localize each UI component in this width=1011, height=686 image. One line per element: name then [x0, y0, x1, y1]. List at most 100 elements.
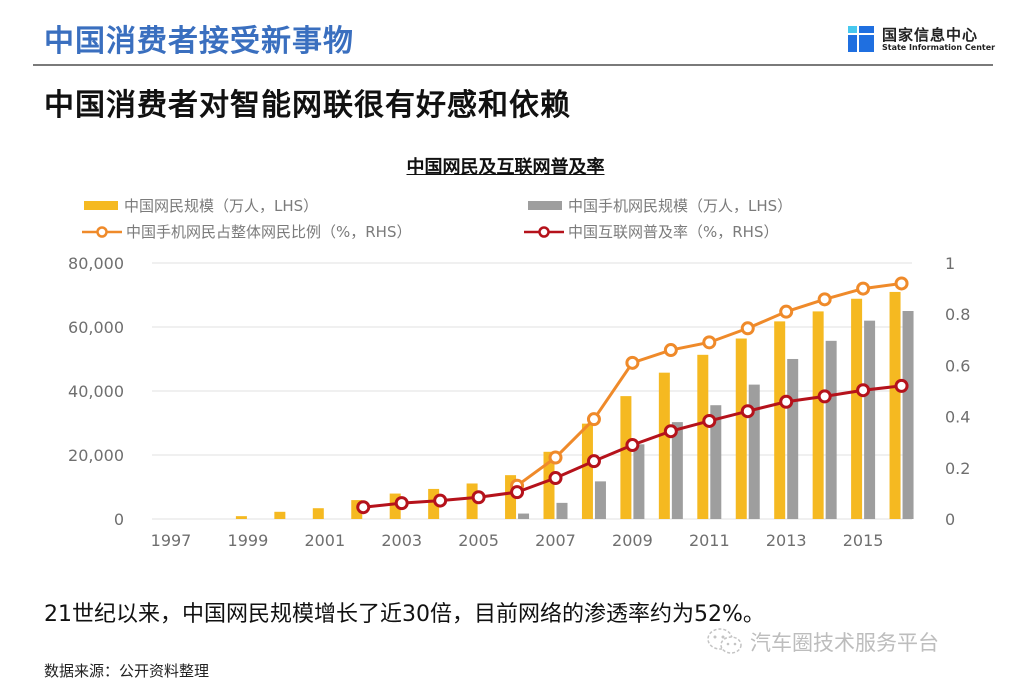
header-divider: [33, 64, 993, 66]
point-penetration: [548, 471, 563, 486]
legend-swatch-red-line: [524, 225, 564, 238]
y-right-tick-label: 0.2: [945, 459, 970, 478]
chart-title: 中国网民及互联网普及率: [406, 157, 605, 178]
bar-mobile-users: [594, 481, 606, 519]
legend-label: 中国网民规模（万人，LHS）: [124, 197, 319, 215]
point-mobile-share: [586, 412, 601, 427]
slide-section-title: 中国消费者接受新事物: [44, 24, 354, 59]
slide-caption: 21世纪以来，中国网民规模增长了近30倍，目前网络的渗透率约为52%。: [44, 602, 765, 627]
logo-english-name: State Information Center: [882, 43, 996, 52]
watermark-text: 汽车圈技术服务平台: [750, 631, 939, 655]
bar-mobile-users: [902, 311, 914, 519]
bar-internet-users: [543, 451, 555, 519]
x-tick-label: 2013: [766, 531, 807, 550]
point-mobile-share: [663, 343, 678, 358]
bar-internet-users: [466, 483, 478, 519]
bar-mobile-users: [748, 384, 760, 519]
bar-internet-users: [774, 321, 786, 519]
point-mobile-share: [817, 292, 832, 307]
x-tick-label: 1999: [228, 531, 269, 550]
x-tick-label: 2007: [535, 531, 576, 550]
x-tick-label: 2001: [304, 531, 345, 550]
bar-mobile-users: [671, 422, 683, 519]
point-penetration: [394, 496, 409, 511]
bar-mobile-users: [787, 358, 799, 519]
bar-mobile-users: [710, 405, 722, 519]
point-penetration: [356, 500, 371, 515]
bar-mobile-users: [518, 513, 530, 519]
sic-logo-icon: [848, 26, 874, 52]
bar-internet-users: [735, 338, 747, 519]
legend-mobile-share: 中国手机网民占整体网民比例（%，RHS）: [82, 221, 411, 242]
wechat-icon: [707, 628, 742, 654]
data-source-note: 数据来源：公开资料整理: [44, 662, 210, 680]
y-left-tick-label: 40,000: [68, 382, 124, 401]
point-penetration: [894, 378, 909, 393]
y-left-tick-label: 0: [114, 510, 124, 529]
point-penetration: [625, 438, 640, 453]
x-tick-label: 2005: [458, 531, 499, 550]
legend-swatch-yellow-bar: [84, 201, 118, 210]
x-tick-label: 2015: [843, 531, 884, 550]
bar-internet-users: [658, 372, 670, 519]
x-tick-label: 2003: [381, 531, 422, 550]
point-penetration: [779, 394, 794, 409]
bar-internet-users: [889, 291, 901, 519]
point-penetration: [856, 383, 871, 398]
point-penetration: [663, 424, 678, 439]
point-penetration: [471, 490, 486, 505]
bar-internet-users: [620, 396, 632, 519]
bar-internet-users: [812, 311, 824, 519]
point-mobile-share: [740, 321, 755, 336]
point-mobile-share: [625, 355, 640, 370]
bar-internet-users: [428, 488, 440, 519]
bar-internet-users: [851, 298, 863, 519]
legend-internet-users: 中国网民规模（万人，LHS）: [84, 195, 318, 216]
bar-mobile-users: [556, 502, 568, 519]
bar-internet-users: [389, 493, 401, 519]
x-tick-label: 2009: [612, 531, 653, 550]
y-right-tick-label: 0.6: [945, 356, 970, 375]
y-right-tick-label: 0: [945, 510, 955, 529]
bar-internet-users: [697, 354, 709, 519]
y-left-tick-label: 20,000: [68, 446, 124, 465]
y-right-tick-label: 0.4: [945, 408, 970, 427]
point-mobile-share: [779, 304, 794, 319]
x-tick-label: 2011: [689, 531, 730, 550]
slide-subtitle: 中国消费者对智能网联很有好感和依赖: [44, 88, 571, 123]
point-penetration: [510, 485, 525, 500]
point-penetration: [433, 493, 448, 508]
watermark: 汽车圈技术服务平台: [706, 627, 939, 657]
bar-mobile-users: [633, 444, 645, 519]
bar-internet-users: [505, 475, 517, 519]
legend-label: 中国手机网民规模（万人，LHS）: [568, 197, 793, 215]
legend-mobile-users: 中国手机网民规模（万人，LHS）: [528, 195, 792, 216]
y-left-tick-label: 80,000: [68, 254, 124, 273]
point-mobile-share: [894, 276, 909, 291]
bar-internet-users: [581, 423, 593, 519]
y-right-tick-label: 0.8: [945, 305, 970, 324]
bar-internet-users: [235, 516, 247, 519]
state-information-center-logo: 国家信息中心 State Information Center: [848, 24, 998, 54]
legend-label: 中国手机网民占整体网民比例（%，RHS）: [126, 223, 412, 241]
point-mobile-share: [702, 335, 717, 350]
legend-swatch-gray-bar: [528, 201, 562, 210]
legend-penetration: 中国互联网普及率（%，RHS）: [524, 221, 778, 242]
bar-mobile-users: [825, 340, 837, 519]
point-penetration: [740, 404, 755, 419]
legend-label: 中国互联网普及率（%，RHS）: [568, 223, 779, 241]
point-penetration: [586, 454, 601, 469]
y-left-tick-label: 60,000: [68, 318, 124, 337]
point-mobile-share: [856, 281, 871, 296]
point-penetration: [817, 389, 832, 404]
point-penetration: [702, 413, 717, 428]
y-right-tick-label: 1: [945, 254, 955, 273]
bar-mobile-users: [864, 320, 876, 519]
x-tick-label: 1997: [151, 531, 192, 550]
bar-internet-users: [274, 511, 286, 519]
bar-internet-users: [312, 508, 324, 519]
legend-swatch-orange-line: [82, 225, 122, 238]
point-mobile-share: [548, 450, 563, 465]
logo-chinese-name: 国家信息中心: [882, 26, 979, 44]
